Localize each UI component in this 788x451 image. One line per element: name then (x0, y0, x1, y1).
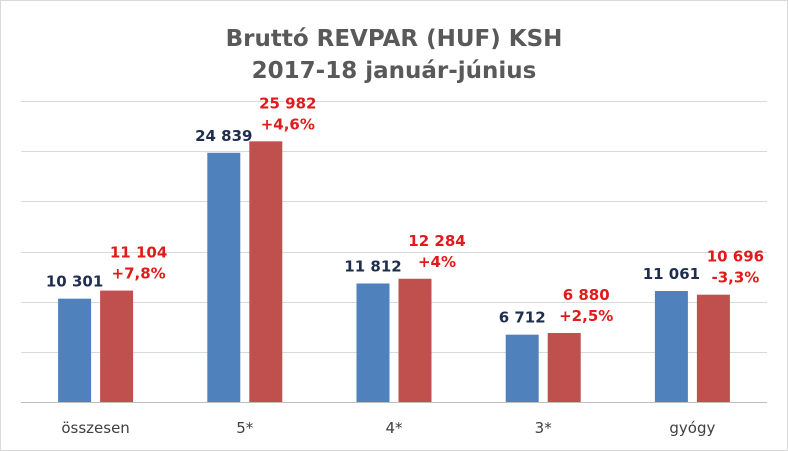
chart-title-line-1: Bruttó REVPAR (HUF) KSH (225, 26, 563, 52)
bar-series-2 (398, 278, 432, 402)
change-label-series-2: +4% (418, 253, 456, 271)
bar-series-1 (58, 298, 92, 402)
change-label-series-2: -3,3% (711, 269, 759, 287)
bar-series-2 (249, 141, 283, 402)
bar-series-1 (356, 283, 390, 402)
data-label-series-2: 12 284 (408, 232, 465, 250)
data-label-series-1: 11 812 (344, 257, 401, 275)
x-tick-label: gyógy (669, 419, 715, 437)
data-label-series-2: 10 696 (707, 248, 764, 266)
bar-series-1 (654, 291, 688, 402)
x-tick-label: összesen (61, 419, 129, 437)
change-label-series-2: +2,5% (559, 307, 613, 325)
data-label-series-1: 24 839 (195, 127, 252, 145)
bar-series-2 (100, 290, 134, 402)
change-label-series-2: +7,8% (112, 265, 166, 283)
bar-series-1 (207, 152, 241, 402)
x-tick-label: 3* (535, 419, 553, 437)
data-label-series-1: 10 301 (46, 273, 103, 291)
chart-title: Bruttó REVPAR (HUF) KSH 2017-18 január-j… (1, 23, 787, 87)
data-label-series-2: 25 982 (259, 94, 316, 112)
data-label-series-1: 11 061 (643, 265, 700, 283)
x-tick-label: 4* (385, 419, 403, 437)
x-tick-label: 5* (236, 419, 254, 437)
bar-series-2 (547, 332, 581, 402)
bar-series-2 (696, 294, 730, 402)
bar-series-1 (505, 334, 539, 402)
data-label-series-1: 6 712 (499, 309, 546, 327)
data-label-series-2: 11 104 (110, 244, 167, 262)
change-label-series-2: +4,6% (261, 115, 315, 133)
chart-title-line-2: 2017-18 január-június (251, 58, 537, 84)
data-label-series-2: 6 880 (563, 286, 610, 304)
